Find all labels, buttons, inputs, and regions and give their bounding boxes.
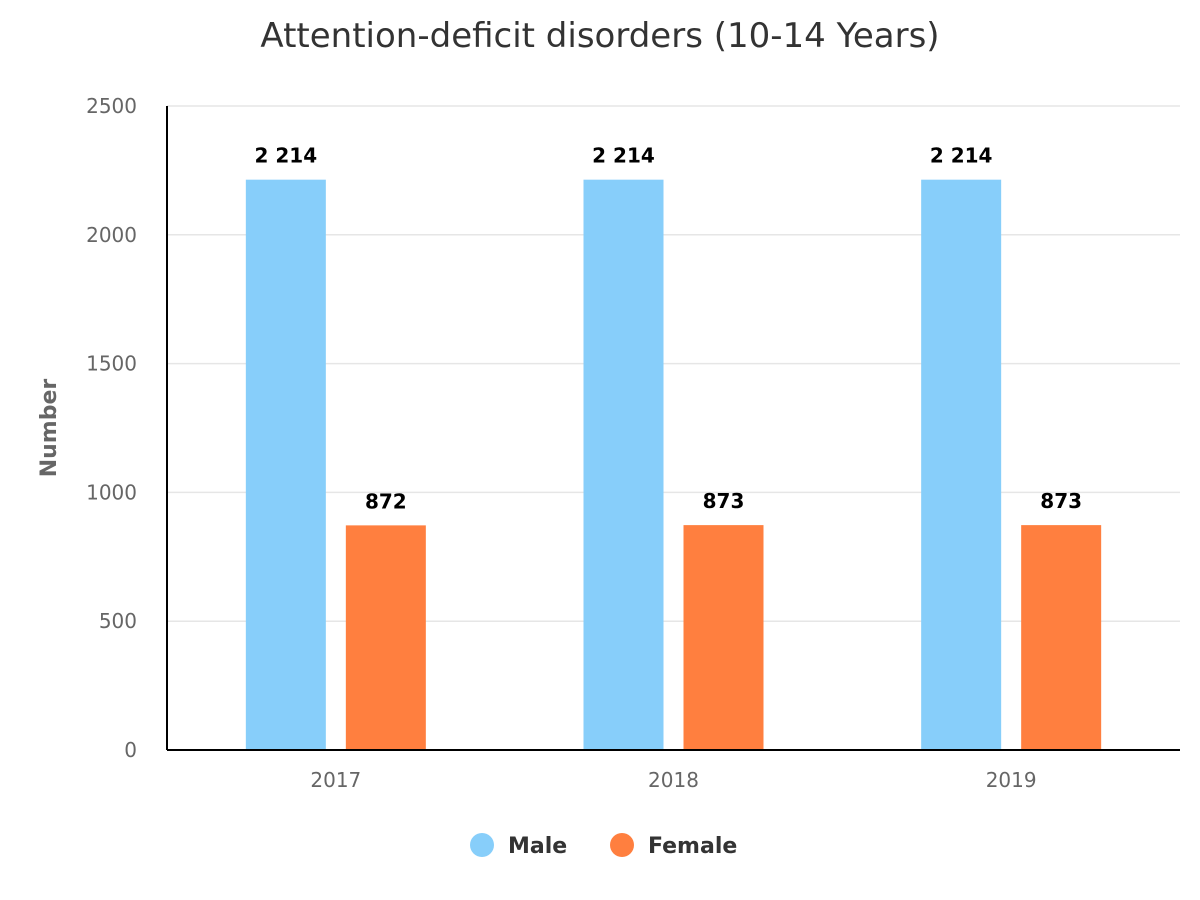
- y-tick-label: 2500: [86, 94, 137, 118]
- y-axis-title: Number: [37, 379, 62, 478]
- bars: [245, 179, 1102, 751]
- legend-item-female[interactable]: Female: [610, 833, 737, 859]
- bar-male-2019: [921, 179, 1002, 751]
- x-tick-label: 2017: [310, 768, 361, 792]
- y-axis-tick-labels: 0 500 1000 1500 2000 2500: [86, 94, 137, 762]
- chart-title: Attention-deficit disorders (10-14 Years…: [260, 16, 939, 56]
- legend-label-female: Female: [648, 834, 737, 859]
- data-label-female-2017: 872: [365, 489, 407, 513]
- x-axis-tick-labels: 2017 2018 2019: [310, 768, 1036, 792]
- x-tick-label: 2019: [986, 768, 1037, 792]
- y-tick-label: 2000: [86, 223, 137, 247]
- legend-label-male: Male: [508, 834, 567, 859]
- x-tick-label: 2018: [648, 768, 699, 792]
- y-tick-label: 500: [99, 609, 137, 633]
- data-label-female-2019: 873: [1040, 489, 1082, 513]
- bar-female-2019: [1021, 525, 1102, 750]
- data-label-male-2019: 2 214: [930, 144, 993, 168]
- legend: Male Female: [470, 833, 737, 859]
- bar-male-2018: [583, 179, 664, 751]
- grid-lines: [167, 105, 1180, 622]
- legend-item-male[interactable]: Male: [470, 833, 567, 859]
- bar-female-2017: [345, 525, 426, 750]
- data-label-male-2017: 2 214: [255, 144, 318, 168]
- bar-female-2018: [683, 525, 764, 750]
- data-labels: 2 214 872 2 214 873 2 214 873: [255, 144, 1083, 514]
- y-tick-label: 1500: [86, 352, 137, 376]
- legend-marker-male: [470, 833, 494, 857]
- legend-marker-female: [610, 833, 634, 857]
- y-tick-label: 0: [124, 738, 137, 762]
- y-tick-label: 1000: [86, 480, 137, 504]
- data-label-female-2018: 873: [703, 489, 745, 513]
- data-label-male-2018: 2 214: [592, 144, 655, 168]
- bar-male-2017: [245, 179, 326, 751]
